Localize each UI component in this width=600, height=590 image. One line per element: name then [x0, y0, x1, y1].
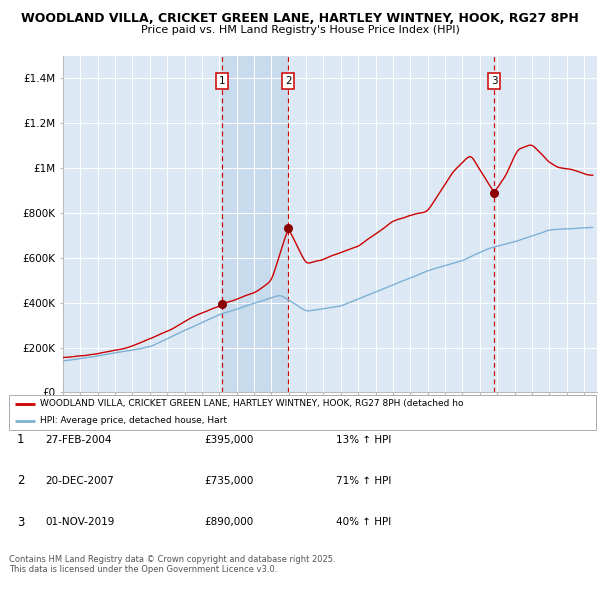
FancyBboxPatch shape — [9, 395, 596, 430]
Text: 20-DEC-2007: 20-DEC-2007 — [45, 476, 114, 486]
Text: 40% ↑ HPI: 40% ↑ HPI — [336, 517, 391, 527]
Text: 27-FEB-2004: 27-FEB-2004 — [45, 435, 112, 444]
Text: HPI: Average price, detached house, Hart: HPI: Average price, detached house, Hart — [40, 417, 227, 425]
Text: 71% ↑ HPI: 71% ↑ HPI — [336, 476, 391, 486]
Text: 2: 2 — [285, 76, 292, 86]
Text: WOODLAND VILLA, CRICKET GREEN LANE, HARTLEY WINTNEY, HOOK, RG27 8PH (detached ho: WOODLAND VILLA, CRICKET GREEN LANE, HART… — [40, 399, 463, 408]
Text: WOODLAND VILLA, CRICKET GREEN LANE, HARTLEY WINTNEY, HOOK, RG27 8PH: WOODLAND VILLA, CRICKET GREEN LANE, HART… — [21, 12, 579, 25]
Text: £890,000: £890,000 — [204, 517, 253, 527]
Text: 3: 3 — [17, 516, 24, 529]
Text: 1: 1 — [218, 76, 225, 86]
Text: 2: 2 — [17, 474, 24, 487]
Text: 1: 1 — [17, 433, 24, 446]
Text: Price paid vs. HM Land Registry's House Price Index (HPI): Price paid vs. HM Land Registry's House … — [140, 25, 460, 35]
Text: £395,000: £395,000 — [204, 435, 253, 444]
Bar — [222, 56, 288, 392]
Text: 3: 3 — [491, 76, 497, 86]
Text: £735,000: £735,000 — [204, 476, 253, 486]
Text: 01-NOV-2019: 01-NOV-2019 — [45, 517, 115, 527]
Text: 13% ↑ HPI: 13% ↑ HPI — [336, 435, 391, 444]
Text: Contains HM Land Registry data © Crown copyright and database right 2025.
This d: Contains HM Land Registry data © Crown c… — [9, 555, 335, 574]
